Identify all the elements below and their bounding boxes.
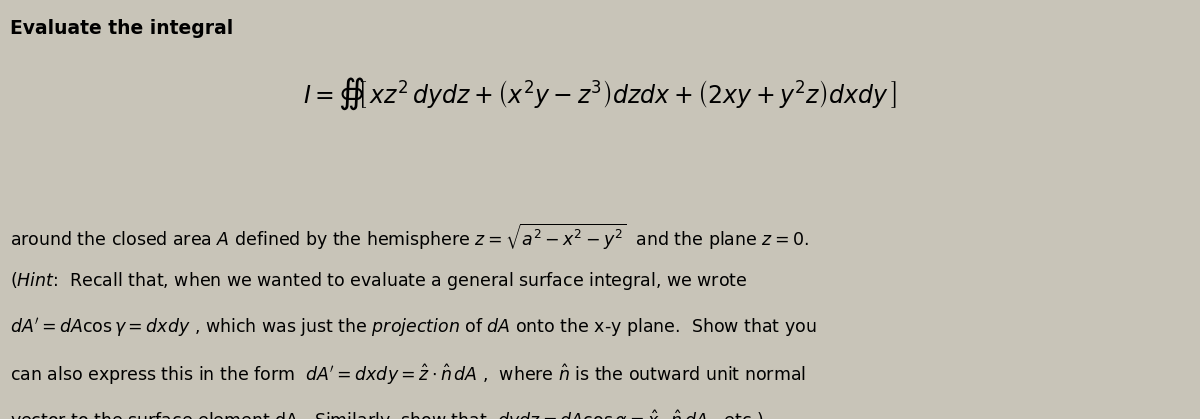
Text: Evaluate the integral: Evaluate the integral [10, 19, 233, 38]
Text: $dA' = dA\cos\gamma = dxdy$ , which was just the $projection$ of $dA$ onto the x: $dA' = dA\cos\gamma = dxdy$ , which was … [10, 316, 816, 339]
Text: $I = \oiint\!\!\left[\, xz^2\, dydz + \left(x^2y - z^3\right)dzdx + \left(2xy + : $I = \oiint\!\!\left[\, xz^2\, dydz + \l… [304, 75, 896, 112]
Text: vector to the surface element dA.  Similarly, show that  $dydz = dA\cos\alpha = : vector to the surface element dA. Simila… [10, 409, 763, 419]
Text: $(Hint$:  Recall that, when we wanted to evaluate a general surface integral, we: $(Hint$: Recall that, when we wanted to … [10, 270, 746, 292]
Text: can also express this in the form  $dA' = dxdy = \hat{z}\cdot\hat{n}\,dA$ ,  whe: can also express this in the form $dA' =… [10, 362, 805, 387]
Text: around the closed area $A$ defined by the hemisphere $z = \sqrt{a^2 - x^2 - y^2}: around the closed area $A$ defined by th… [10, 222, 809, 252]
